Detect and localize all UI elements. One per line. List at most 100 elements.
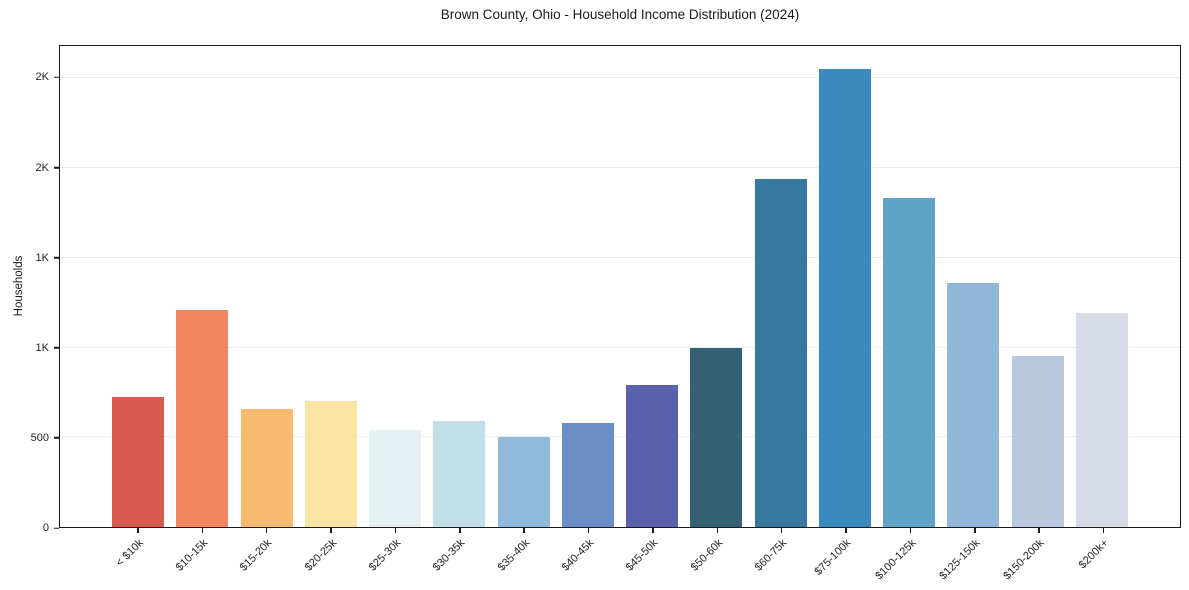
x-tick-mark (394, 528, 397, 533)
bar (433, 421, 486, 527)
x-tick-label: $15-20k (237, 537, 275, 574)
bar-slot (106, 46, 170, 527)
x-tick-slot: $60-75k (749, 528, 813, 590)
bar (369, 430, 422, 527)
x-tick-mark (1038, 528, 1040, 533)
bar (240, 409, 293, 527)
x-tick-label: $60-75k (752, 537, 790, 574)
x-tick-mark (909, 528, 912, 533)
x-tick-label: $50-60k (688, 537, 726, 574)
bar-slot (427, 46, 491, 527)
x-tick-mark (137, 528, 139, 533)
bar-slot (235, 46, 299, 527)
x-tick-mark (845, 528, 847, 533)
bar (883, 197, 936, 527)
x-tick-slot: $40-45k (556, 528, 620, 590)
y-tick-label: 500 (30, 431, 49, 444)
x-tick-label: $75-100k (812, 537, 854, 578)
x-tick-label: $20-25k (302, 537, 339, 574)
bar (754, 178, 807, 527)
chart-title: Brown County, Ohio - Household Income Di… (440, 7, 800, 22)
x-tick-label: $25-30k (366, 537, 404, 574)
y-tick-mark (54, 76, 59, 79)
x-tick-slot: $35-40k (491, 528, 555, 590)
gridline (60, 77, 1180, 79)
x-tick-slot: $15-20k (234, 528, 298, 590)
bar-slot (813, 46, 877, 527)
x-tick-slot: $200k+ (1071, 528, 1135, 590)
x-tick-slot: $150-200k (1002, 528, 1070, 590)
bar-slot (299, 46, 363, 527)
bar (497, 437, 550, 527)
x-tick-slot: $45-50k (620, 528, 684, 590)
y-tick-mark (54, 347, 59, 349)
x-tick-label: $150-200k (1001, 537, 1047, 583)
bar-slot (492, 46, 556, 527)
x-tick-mark (330, 528, 332, 533)
x-tick-label: $35-40k (495, 537, 532, 574)
gridline (60, 436, 1180, 438)
y-tick-label: 0 (42, 522, 49, 534)
x-tick-label: $200k+ (1077, 537, 1112, 572)
x-tick-label: $100-125k (872, 537, 919, 583)
bar-slot (620, 46, 684, 527)
bar-slot (749, 46, 813, 527)
bar-slot (556, 46, 620, 527)
x-tick-slot: $100-125k (873, 528, 942, 590)
x-tick-label: $40-45k (559, 537, 597, 574)
bar (1011, 355, 1064, 527)
y-axis: 0 500 1K 1K 2K 2K (0, 45, 59, 534)
x-tick-mark (716, 528, 719, 533)
x-tick-label: $10-15k (173, 537, 211, 574)
y-tick-mark (54, 166, 59, 169)
x-tick-label: < $10k (113, 537, 146, 570)
y-tick-label: 2K (35, 161, 49, 174)
bar (690, 347, 743, 527)
bars-container (60, 46, 1180, 527)
x-tick-mark (587, 528, 590, 533)
y-tick-label: 2K (35, 71, 49, 84)
bar (304, 401, 357, 527)
x-tick-mark (974, 528, 976, 533)
x-tick-label: $30-35k (430, 537, 468, 574)
bar-slot (363, 46, 427, 527)
bar (112, 396, 165, 527)
bar (947, 282, 1000, 527)
x-tick-slot: $25-30k (363, 528, 427, 590)
bar-slot (684, 46, 748, 527)
x-tick-mark (652, 528, 654, 533)
bar-slot (1006, 46, 1070, 527)
x-tick-slot: $20-25k (298, 528, 362, 590)
x-tick-slot: $30-35k (427, 528, 491, 590)
bar (561, 422, 614, 527)
x-tick-mark (201, 528, 204, 533)
bar (176, 309, 229, 527)
x-tick-mark (523, 528, 525, 533)
y-tick-mark (54, 437, 59, 439)
x-tick-label: $125-150k (937, 537, 983, 583)
x-tick-slot: $75-100k (813, 528, 877, 590)
y-tick-label: 1K (35, 341, 49, 354)
x-tick-mark (459, 528, 461, 533)
x-tick-slot: < $10k (105, 528, 169, 590)
gridline (60, 256, 1180, 258)
x-tick-label: $45-50k (624, 537, 661, 574)
y-tick-label: 1K (35, 251, 49, 264)
x-tick-slot: $125-150k (937, 528, 1006, 590)
gridline (60, 346, 1180, 348)
x-tick-mark (265, 528, 268, 533)
bar-slot (170, 46, 234, 527)
bar-slot (877, 46, 941, 527)
x-tick-mark (1102, 528, 1105, 533)
x-tick-mark (780, 528, 783, 533)
gridline (60, 167, 1180, 169)
x-axis: < $10k $10-15k $15-20k $20-25k $25-30k $30-35… (59, 528, 1181, 590)
bar (818, 69, 871, 527)
plot-area (59, 45, 1181, 528)
y-tick-mark (54, 256, 59, 259)
bar (1075, 313, 1128, 527)
x-tick-slot: $50-60k (684, 528, 748, 590)
bar-slot (1070, 46, 1134, 527)
bar-slot (941, 46, 1005, 527)
